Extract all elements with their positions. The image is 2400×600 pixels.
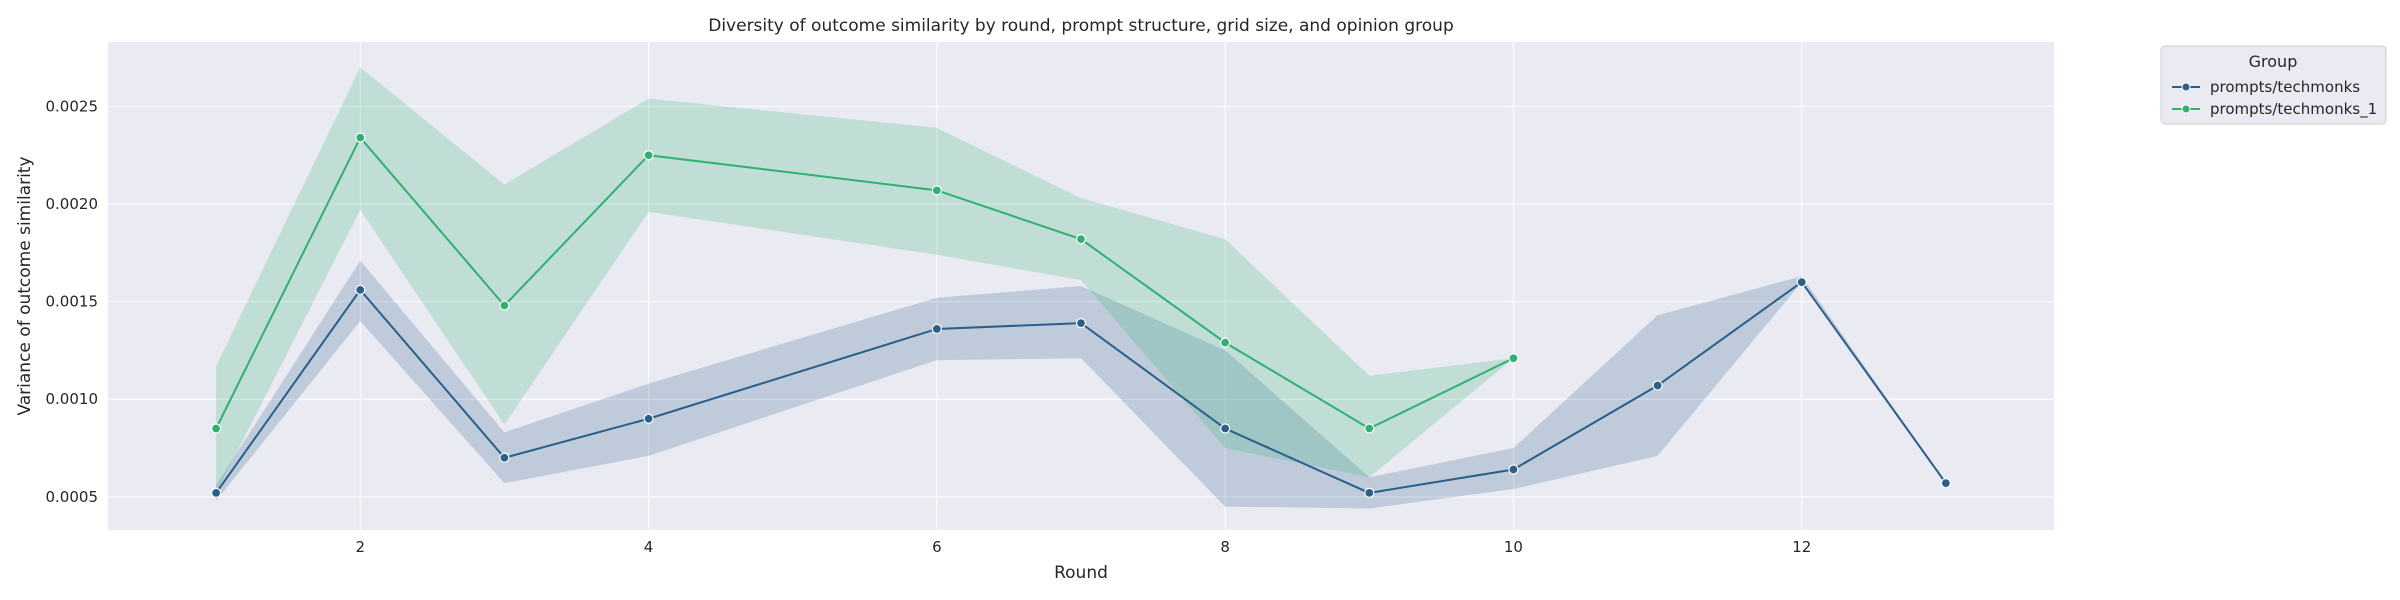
y-tick-label: 0.0020 [46,195,99,213]
y-tick-label: 0.0005 [46,488,99,506]
legend-label-prompts-techmonks-1: prompts/techmonks_1 [2210,100,2377,119]
data-point-prompts-techmonks [499,452,510,463]
data-point-prompts-techmonks-1 [499,300,510,311]
legend-label-prompts-techmonks: prompts/techmonks [2210,78,2360,96]
legend-frame [2160,45,2387,125]
legend-marker-prompts-techmonks [2181,82,2191,92]
data-point-prompts-techmonks [211,487,222,499]
chart-title: Diversity of outcome similarity by round… [708,16,1454,36]
x-tick-label: 6 [932,538,942,556]
grid-lines [108,42,2054,530]
y-tick-label: 0.0015 [46,293,99,311]
legend-title: Group [2249,52,2298,71]
data-point-prompts-techmonks [1796,276,1807,288]
x-tick-label: 2 [355,538,365,556]
y-tick-label: 0.0010 [46,390,99,408]
series-points [211,132,1951,499]
x-axis-title: Round [1054,563,1108,583]
x-tick-label: 12 [1792,538,1811,556]
y-axis-title: Variance of outcome similarity [15,156,35,415]
data-point-prompts-techmonks [1075,317,1087,329]
data-point-prompts-techmonks [355,284,366,296]
confidence-band-prompts-techmonks [216,260,1946,509]
data-point-prompts-techmonks-1 [643,150,654,161]
data-point-prompts-techmonks [1508,464,1519,475]
plot-background [108,42,2054,530]
data-point-prompts-techmonks-1 [931,185,942,196]
data-point-prompts-techmonks [1220,423,1231,434]
confidence-band-prompts-techmonks-1 [216,67,1514,493]
data-point-prompts-techmonks-1 [1364,423,1375,434]
data-point-prompts-techmonks-1 [1075,234,1087,245]
data-point-prompts-techmonks [1364,487,1375,499]
legend-marker-prompts-techmonks-1 [2181,104,2191,114]
confidence-bands [216,67,1946,509]
legend-items: prompts/techmonks prompts/techmonks_1 [2172,78,2377,119]
y-tick-label: 0.0025 [46,97,99,115]
x-tick-label: 4 [644,538,654,556]
x-tick-label: 8 [1220,538,1230,556]
data-point-prompts-techmonks-1 [355,132,366,143]
data-point-prompts-techmonks [643,413,654,424]
data-point-prompts-techmonks [1940,478,1951,489]
data-point-prompts-techmonks-1 [1508,353,1519,364]
y-tick-labels: 0.0005 0.0010 0.0015 0.0020 0.0025 [46,97,99,505]
x-tick-labels: 2 4 6 8 10 12 [355,538,1811,556]
data-point-prompts-techmonks-1 [1220,337,1231,348]
data-point-prompts-techmonks [931,323,942,335]
data-point-prompts-techmonks [1652,380,1663,391]
x-tick-label: 10 [1504,538,1523,556]
data-point-prompts-techmonks-1 [211,423,222,434]
legend: Group prompts/techmonksprompts/techmonks… [2160,45,2387,125]
series-line-prompts-techmonks [215,280,1947,494]
